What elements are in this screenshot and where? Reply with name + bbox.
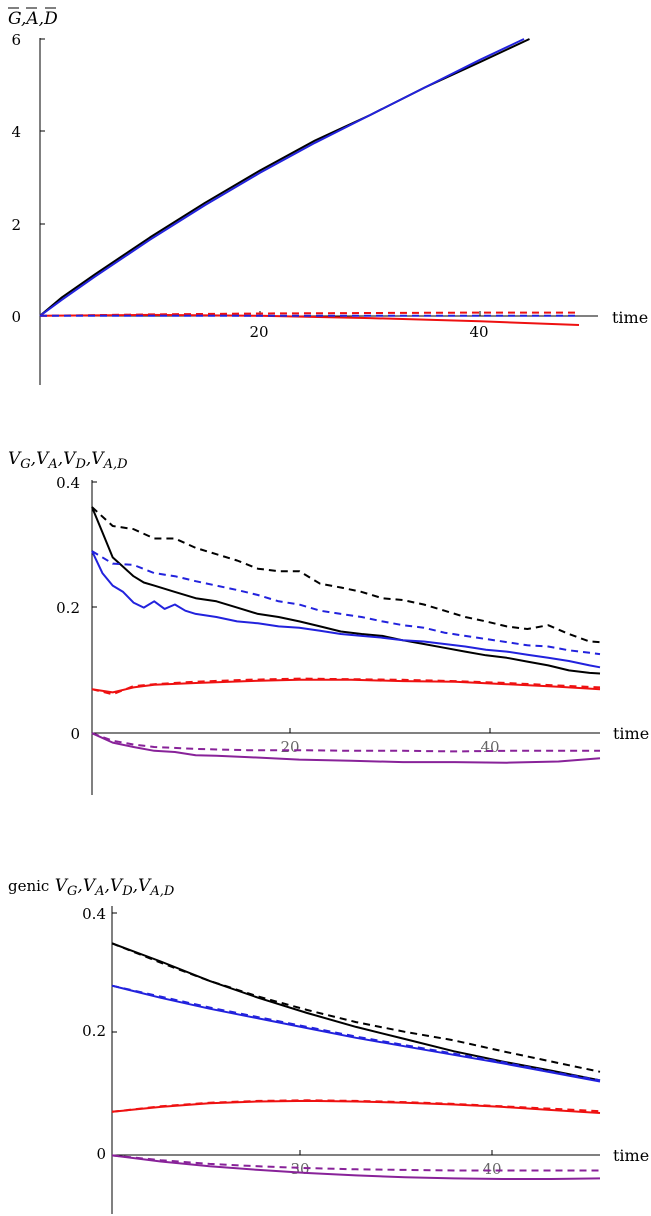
panel-2-series-6-dashed: [91, 677, 601, 696]
panel-1-ytick-4: 4: [11, 123, 21, 141]
panel-2-series-group: [91, 506, 601, 764]
panel-2-x-label: time: [613, 724, 649, 743]
panel-1-series-2-solid: [39, 38, 525, 317]
panel-1-ytick-0: 0: [11, 308, 21, 326]
panel-3-series-4-solid: [111, 984, 601, 1083]
panel-2-ytick-0: 0: [70, 725, 80, 743]
panel-2-variances: VG,VA,VD,VA,D 0 0.2 0.4 20 40 time: [8, 449, 649, 795]
panel-1-xtick-20: 20: [249, 323, 268, 341]
panel-2-ytick-0.2: 0.2: [56, 599, 80, 617]
panel-3-series-7-dashed: [111, 1154, 600, 1172]
panel-3-series-8-solid: [111, 1154, 601, 1180]
panel-2-series-7-dashed: [91, 732, 600, 753]
panel-3-series-2-solid: [111, 942, 601, 1082]
panel-1-ytick-2: 2: [11, 216, 21, 234]
panel-3-ytick-0: 0: [96, 1145, 106, 1163]
panel-2-series-4-solid: [91, 550, 601, 669]
panel-2-series-8-solid: [91, 732, 601, 764]
panel-3-series-1-dashed: [111, 942, 601, 1073]
panel-1-ytick-6: 6: [11, 31, 21, 49]
panel-2-ytick-0.4: 0.4: [56, 474, 80, 492]
panel-1-y-label-a: A: [24, 9, 38, 29]
svg-text:G,A,D: G,A,D: [8, 9, 58, 29]
panel-2-series-1-dashed: [91, 506, 601, 644]
panel-3-series-6-dashed: [111, 1099, 601, 1113]
panel-2-series-2-solid: [91, 506, 601, 675]
panel-1-series-4-dashed: [39, 311, 579, 317]
panel-1-y-label-g: G: [8, 9, 21, 29]
panel-3-ytick-0.2: 0.2: [82, 1022, 106, 1040]
panel-3-ytick-0.4: 0.4: [82, 905, 106, 923]
panel-1-series-3-solid: [39, 313, 580, 326]
panel-1-xtick-40: 40: [469, 323, 488, 341]
panel-3-y-label: genic VG,VA,VD,VA,D: [8, 876, 175, 899]
panel-1-series-1-solid: [39, 38, 530, 317]
panel-2-series-5-solid: [91, 678, 601, 694]
panel-2-y-label: VG,VA,VD,VA,D: [8, 449, 128, 472]
panel-1-series-group: [39, 38, 580, 326]
panel-1-y-label-d: D: [43, 9, 58, 29]
panel-3-series-5-solid: [111, 1099, 601, 1114]
panel-3-y-label-prefix: genic: [8, 877, 49, 895]
panel-2-xtick-40: 40: [480, 738, 499, 756]
panel-2-series-3-dashed: [91, 550, 601, 656]
panel-3-x-label: time: [613, 1146, 649, 1165]
panel-1-x-label: time: [612, 308, 648, 327]
panel-1-y-label: G,A,D: [8, 7, 58, 29]
panel-3-genic-variances: genic VG,VA,VD,VA,D 0 0.2 0.4 30 40 time: [8, 876, 649, 1214]
panel-3-series-group: [111, 942, 601, 1180]
panel-3-xtick-40: 40: [482, 1160, 501, 1178]
panel-3-series-3-dashed: [111, 984, 601, 1082]
panel-1-mean-values: G,A,D 0 2 4 6 20 40 time: [8, 7, 648, 385]
panel-2-xtick-20: 20: [280, 738, 299, 756]
